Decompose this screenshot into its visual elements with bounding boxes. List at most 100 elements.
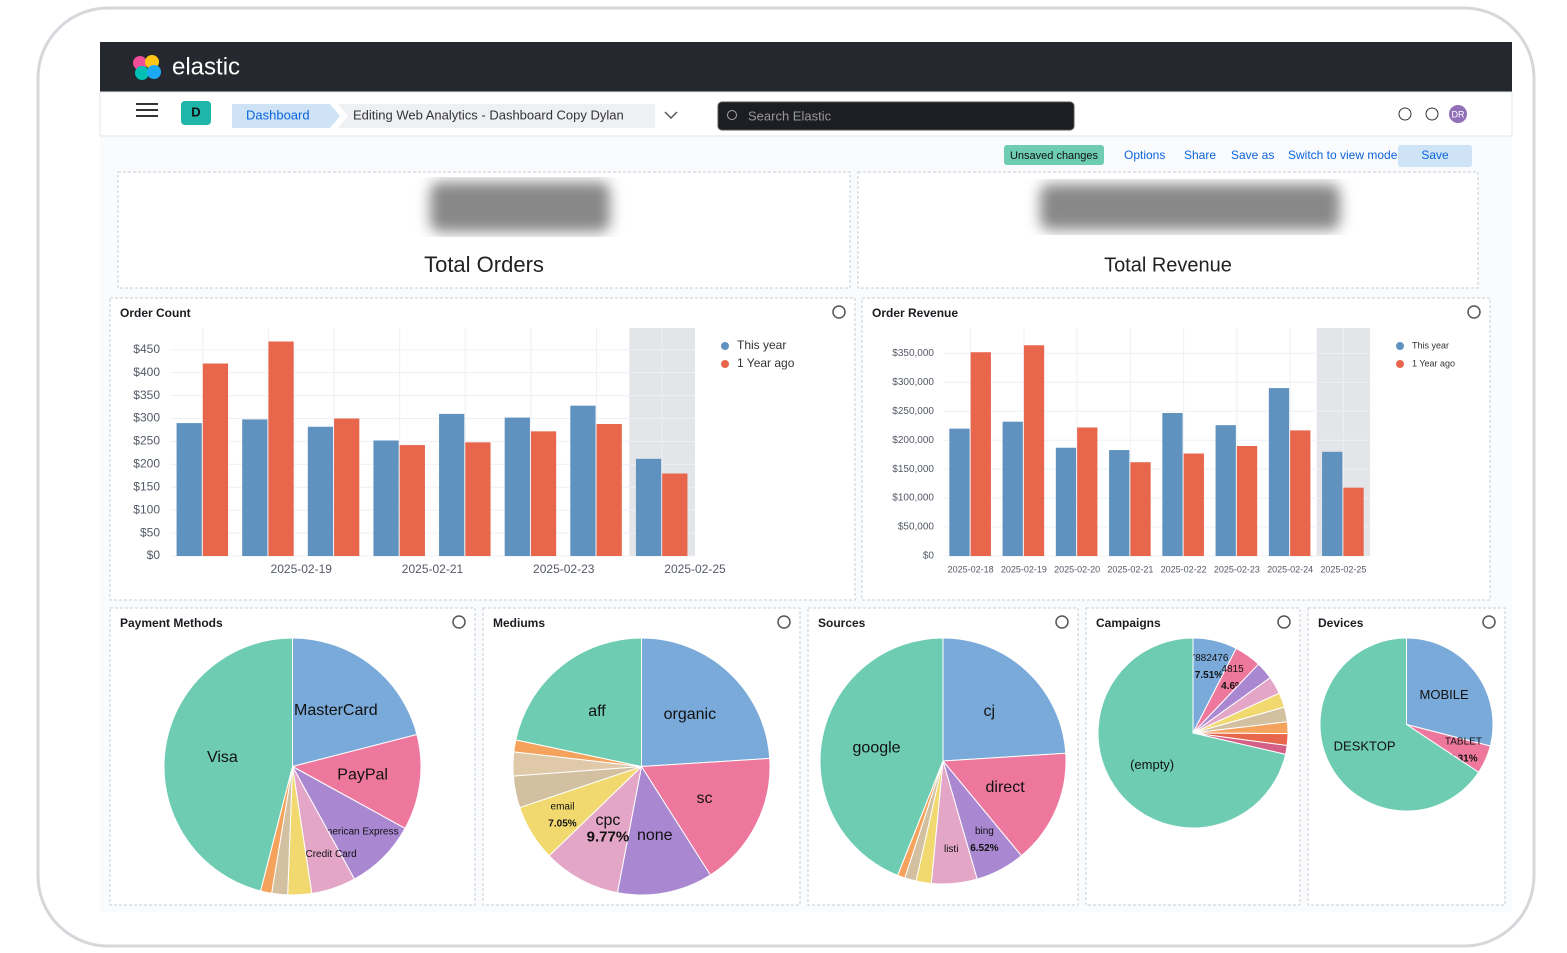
news-icon[interactable] (1425, 107, 1439, 121)
panel-options[interactable] (1482, 615, 1496, 629)
slice-label: (empty) (1130, 757, 1174, 772)
panel-title: Devices (1318, 616, 1364, 630)
space-label: D (191, 104, 200, 119)
pie-slice (616, 765, 712, 896)
pie-slice (1406, 637, 1494, 747)
avatar-label: DR (1452, 109, 1465, 119)
slice-label: Abt Credit Card (288, 849, 357, 860)
slice-label: cpc (595, 812, 620, 829)
x-tick-label: 2025-02-23 (533, 562, 595, 576)
bar (242, 419, 268, 556)
bar (949, 428, 970, 556)
bar (530, 431, 557, 556)
breadcrumb-label: Dashboard (246, 107, 310, 122)
y-tick-label: $350 (133, 388, 160, 402)
bar (970, 352, 991, 556)
action-link[interactable]: Options (1124, 148, 1165, 162)
bar (1162, 413, 1183, 556)
breadcrumb-label: Editing Web Analytics - Dashboard Copy D… (353, 107, 624, 122)
panel-title: Mediums (493, 616, 545, 630)
y-tick-label: $200,000 (892, 435, 934, 446)
slice-value-label: 9.77% (587, 829, 630, 846)
slice-label: American Express (317, 827, 398, 838)
bar (596, 424, 622, 556)
panel-options[interactable] (1277, 615, 1291, 629)
pie-slice (819, 637, 944, 876)
slice-label: organic (664, 706, 716, 723)
x-tick-label: 2025-02-19 (1001, 564, 1047, 574)
legend-label[interactable]: This year (737, 338, 786, 352)
slice-label: PayPal (337, 767, 388, 784)
slice-label: aff (588, 703, 606, 720)
bar (1268, 388, 1290, 556)
panel-title: Order Count (120, 306, 191, 320)
bar (1023, 345, 1045, 556)
avatar[interactable] (1449, 105, 1467, 123)
slice-value-label: 6.52% (970, 843, 998, 854)
panel-title: Campaigns (1096, 616, 1161, 630)
pie-slice (292, 637, 418, 768)
panel-options[interactable] (777, 615, 791, 629)
slice-label: google (853, 740, 901, 757)
y-tick-label: $150,000 (892, 464, 934, 475)
pie-slice (1097, 637, 1287, 829)
save-button[interactable] (1398, 145, 1472, 167)
slice-label: bing (975, 826, 994, 837)
bar (307, 426, 334, 556)
legend-swatch (1396, 342, 1404, 350)
panel-options[interactable] (1055, 615, 1069, 629)
help-icon[interactable] (1398, 107, 1412, 121)
bar (1077, 427, 1098, 556)
x-tick-label: 2025-02-22 (1161, 564, 1207, 574)
legend-swatch (1396, 360, 1404, 368)
y-tick-label: $400 (133, 365, 160, 379)
action-link[interactable]: Switch to view mode (1288, 148, 1398, 162)
y-tick-label: $450 (133, 342, 160, 356)
breadcrumb-chevron[interactable] (664, 111, 678, 120)
brand: elastic (172, 53, 240, 80)
y-tick-label: $300,000 (892, 377, 934, 388)
y-tick-label: $50 (140, 525, 160, 539)
x-tick-label: 2025-02-25 (664, 562, 726, 576)
bar (268, 341, 294, 556)
legend-swatch (721, 342, 729, 350)
search-box[interactable] (717, 101, 1075, 131)
y-tick-label: $250,000 (892, 406, 934, 417)
y-tick-label: $0 (923, 551, 935, 562)
pie-slice (941, 752, 1067, 857)
panel-options[interactable] (1467, 305, 1481, 319)
slice-label: listi (944, 844, 958, 855)
y-tick-label: $100 (133, 502, 160, 516)
breadcrumb[interactable] (232, 104, 340, 128)
legend-label[interactable]: This year (1412, 340, 1449, 350)
x-tick-label: 2025-02-18 (948, 564, 994, 574)
y-tick-label: $350,000 (892, 348, 934, 359)
legend-label[interactable]: 1 Year ago (737, 356, 795, 370)
search-icon (727, 110, 737, 120)
menu-button[interactable] (136, 103, 158, 117)
breadcrumb (338, 104, 655, 128)
action-link[interactable]: Save as (1231, 148, 1274, 162)
panel-options[interactable] (452, 615, 466, 629)
bar (635, 458, 662, 556)
slice-label: sc (696, 790, 712, 807)
bar (1290, 430, 1311, 556)
x-tick-label: 2025-02-25 (1320, 564, 1366, 574)
y-tick-label: $300 (133, 411, 160, 425)
slice-value-label: 4.6% (1221, 681, 1244, 692)
bar (176, 423, 202, 556)
panel-options[interactable] (832, 305, 846, 319)
pie-slice (291, 733, 422, 830)
x-tick-label: 2025-02-19 (271, 562, 333, 576)
pie-slice (1319, 637, 1480, 812)
bar (465, 442, 491, 556)
action-link[interactable]: Share (1184, 148, 1216, 162)
panel-title: Sources (818, 616, 866, 630)
bar (504, 417, 530, 556)
search-placeholder: Search Elastic (748, 108, 832, 123)
legend-label[interactable]: 1 Year ago (1412, 358, 1455, 368)
metric-label: Total Orders (424, 252, 544, 277)
space-badge[interactable] (181, 101, 211, 125)
legend-swatch (721, 360, 729, 368)
bar (1322, 451, 1343, 556)
